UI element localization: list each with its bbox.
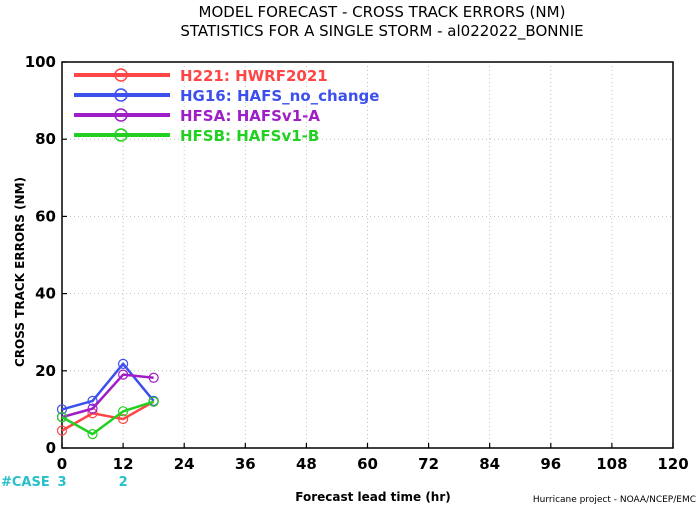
series-line bbox=[61, 400, 155, 436]
y-tick-label: 80 bbox=[35, 130, 56, 148]
x-tick-label: 24 bbox=[174, 455, 195, 473]
y-tick-label: 100 bbox=[25, 53, 56, 71]
x-tick-label: 36 bbox=[235, 455, 256, 473]
y-axis-label: CROSS TRACK ERRORS (NM) bbox=[13, 177, 27, 367]
chart-subtitle: STATISTICS FOR A SINGLE STORM - al022022… bbox=[180, 22, 583, 41]
legend-marker bbox=[114, 68, 128, 82]
legend-marker bbox=[114, 108, 128, 122]
data-point bbox=[117, 369, 129, 380]
data-point bbox=[87, 403, 98, 414]
data-point bbox=[117, 358, 129, 369]
series-line bbox=[61, 400, 155, 432]
legend: H221: HWRF2021 HG16: HAFS_no_change HFSA: … bbox=[74, 67, 379, 145]
x-tick-label: 120 bbox=[657, 455, 688, 473]
data-point bbox=[56, 425, 68, 436]
data-point bbox=[56, 412, 68, 423]
x-tick-labels: 0 12 24 36 48 60 72 84 96 108 120 bbox=[57, 443, 689, 473]
y-tick-label: 20 bbox=[35, 362, 56, 380]
x-tick-label: 96 bbox=[540, 455, 561, 473]
data-point bbox=[148, 372, 159, 383]
x-tick-label: 108 bbox=[596, 455, 627, 473]
legend-label: HFSA: HAFSv1-A bbox=[180, 107, 320, 125]
legend-marker bbox=[114, 128, 128, 142]
y-tick-labels: 0 20 40 60 80 100 bbox=[25, 53, 67, 457]
case-label: #CASE bbox=[1, 475, 50, 490]
series-line bbox=[61, 362, 155, 411]
x-tick-label: 84 bbox=[479, 455, 500, 473]
data-point bbox=[117, 406, 129, 417]
data-point bbox=[148, 396, 159, 407]
data-point bbox=[117, 413, 129, 425]
legend-label: H221: HWRF2021 bbox=[180, 67, 328, 85]
legend-label: HG16: HAFS_no_change bbox=[180, 87, 379, 105]
x-tick-label: 0 bbox=[57, 455, 67, 473]
y-tick-label: 0 bbox=[46, 439, 56, 457]
case-count: 3 bbox=[57, 475, 66, 490]
series-3 bbox=[56, 396, 159, 440]
x-axis-label: Forecast lead time (hr) bbox=[295, 490, 451, 504]
case-counts: #CASE 3 2 bbox=[1, 475, 128, 490]
legend-label: HFSB: HAFSv1-B bbox=[180, 127, 319, 145]
x-tick-label: 48 bbox=[296, 455, 317, 473]
series-layer bbox=[56, 358, 159, 440]
data-point bbox=[87, 429, 98, 440]
series-2 bbox=[56, 369, 159, 423]
series-0 bbox=[56, 396, 159, 436]
grid-lines bbox=[62, 62, 673, 448]
x-tick-label: 12 bbox=[113, 455, 134, 473]
series-line bbox=[61, 373, 154, 419]
x-tick-label: 72 bbox=[418, 455, 439, 473]
chart-title: MODEL FORECAST - CROSS TRACK ERRORS (NM) bbox=[199, 3, 566, 21]
x-tick-label: 60 bbox=[357, 455, 378, 473]
y-tick-label: 60 bbox=[35, 207, 56, 225]
legend-marker bbox=[114, 88, 128, 102]
data-point bbox=[56, 404, 68, 415]
credit-text: Hurricane project - NOAA/NCEP/EMC bbox=[533, 495, 696, 505]
y-tick-label: 40 bbox=[35, 285, 56, 303]
series-1 bbox=[56, 358, 159, 415]
data-point bbox=[87, 395, 98, 407]
case-count: 2 bbox=[119, 475, 128, 490]
